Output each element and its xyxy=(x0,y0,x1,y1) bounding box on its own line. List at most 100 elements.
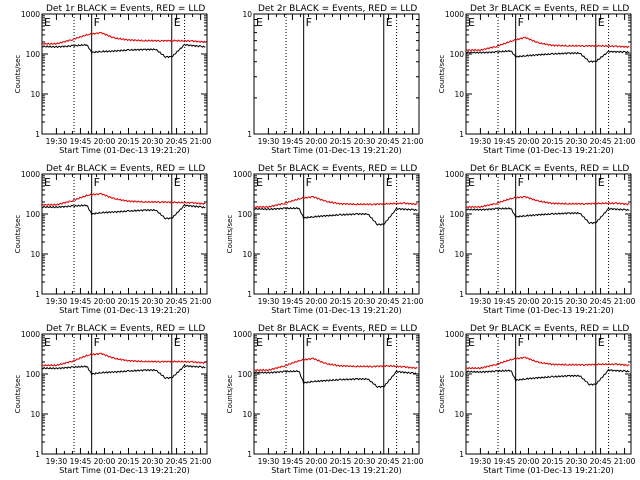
plot-frame xyxy=(253,173,420,295)
flag-label: F xyxy=(94,176,100,189)
lld-series-line xyxy=(465,36,630,52)
x-axis-label: Start Time (01-Dec-13 19:21:20) xyxy=(59,146,190,155)
y-axis-label: Counts/sec xyxy=(14,375,22,414)
y-tick-label: 1 xyxy=(459,290,464,299)
lld-series-line xyxy=(41,192,206,207)
panel-title: Det 5r BLACK = Events, RED = LLD xyxy=(258,164,417,174)
y-axis-label: Counts/sec xyxy=(226,375,234,414)
events-series-line xyxy=(253,206,418,226)
flag-label: E xyxy=(44,336,51,349)
y-axis-label: Counts/sec xyxy=(438,55,446,94)
x-tick-label: 19:45 xyxy=(70,457,92,466)
events-series-line xyxy=(41,203,206,220)
x-tick-label: 20:15 xyxy=(330,137,352,146)
x-tick-label: 20:15 xyxy=(330,297,352,306)
detector-panel: Det 3r BLACK = Events, RED = LLD 1 10 100 10… xyxy=(438,4,636,155)
y-tick-label: 10 xyxy=(242,250,252,259)
flag-label: F xyxy=(306,16,312,29)
x-axis-label: Start Time (01-Dec-13 19:21:20) xyxy=(59,306,190,315)
x-tick-label: 20:00 xyxy=(518,457,540,466)
x-tick-label: 20:45 xyxy=(378,457,400,466)
x-tick-label: 20:45 xyxy=(590,297,612,306)
y-tick-label: 1 xyxy=(247,130,252,139)
x-tick-label: 21:00 xyxy=(190,297,212,306)
lld-series-line xyxy=(41,352,206,367)
x-tick-label: 20:45 xyxy=(590,457,612,466)
x-tick-label: 20:30 xyxy=(354,297,376,306)
x-tick-label: 21:00 xyxy=(614,457,636,466)
flag-label: E xyxy=(598,16,605,29)
y-tick-label: 100 xyxy=(238,370,253,379)
x-tick-label: 21:00 xyxy=(614,137,636,146)
x-axis-label: Start Time (01-Dec-13 19:21:20) xyxy=(271,466,402,475)
flag-label: E xyxy=(44,16,51,29)
y-tick-label: 1000 xyxy=(445,330,464,339)
x-axis-label: Start Time (01-Dec-13 19:21:20) xyxy=(483,466,614,475)
y-tick-label: 10 xyxy=(30,410,40,419)
panel-title: Det 6r BLACK = Events, RED = LLD xyxy=(470,164,629,174)
x-tick-label: 19:30 xyxy=(470,137,492,146)
panel-title: Det 4r BLACK = Events, RED = LLD xyxy=(46,164,205,174)
y-tick-label: 1 xyxy=(35,290,40,299)
flag-label: E xyxy=(386,336,393,349)
x-tick-label: 21:00 xyxy=(190,457,212,466)
x-axis-label: Start Time (01-Dec-13 19:21:20) xyxy=(271,306,402,315)
y-axis-label: Counts/sec xyxy=(438,215,446,254)
y-tick-label: 1 xyxy=(459,450,464,459)
x-tick-label: 20:00 xyxy=(306,297,328,306)
events-series-line xyxy=(465,207,630,225)
x-tick-label: 19:30 xyxy=(46,297,68,306)
x-tick-label: 20:00 xyxy=(518,297,540,306)
x-tick-label: 20:45 xyxy=(166,457,188,466)
x-tick-label: 19:30 xyxy=(470,457,492,466)
flag-label: E xyxy=(174,16,181,29)
x-tick-label: 19:45 xyxy=(70,297,92,306)
plot-frame xyxy=(41,333,208,455)
x-tick-label: 19:45 xyxy=(282,457,304,466)
flag-label: E xyxy=(598,176,605,189)
lld-series-line xyxy=(465,195,630,209)
x-tick-label: 19:30 xyxy=(46,457,68,466)
x-axis-label: Start Time (01-Dec-13 19:21:20) xyxy=(483,306,614,315)
flag-label: E xyxy=(386,176,393,189)
lld-series-line xyxy=(253,195,418,209)
detector-panel: Det 8r BLACK = Events, RED = LLD 1 10 100 10… xyxy=(226,324,424,475)
y-tick-label: 100 xyxy=(26,210,41,219)
events-series-line xyxy=(41,364,206,380)
panel-title: Det 9r BLACK = Events, RED = LLD xyxy=(470,324,629,334)
flag-label: E xyxy=(256,176,263,189)
lld-series-line xyxy=(465,356,630,370)
y-tick-label: 100 xyxy=(26,370,41,379)
x-tick-label: 20:00 xyxy=(94,457,116,466)
x-tick-label: 19:30 xyxy=(46,137,68,146)
y-axis-label: Counts/sec xyxy=(438,375,446,414)
y-tick-label: 1 xyxy=(35,450,40,459)
x-axis-label: Start Time (01-Dec-13 19:21:20) xyxy=(59,466,190,475)
y-tick-label: 1000 xyxy=(445,10,464,19)
x-tick-label: 20:30 xyxy=(142,297,164,306)
detector-panel: Det 5r BLACK = Events, RED = LLD 1 10 100 10… xyxy=(226,164,424,315)
x-tick-label: 20:45 xyxy=(590,137,612,146)
x-tick-label: 20:00 xyxy=(94,297,116,306)
flag-label: E xyxy=(256,336,263,349)
x-tick-label: 20:15 xyxy=(118,137,140,146)
x-tick-label: 20:30 xyxy=(142,137,164,146)
x-tick-label: 21:00 xyxy=(402,137,424,146)
plot-frame xyxy=(465,13,632,135)
y-tick-label: 1 xyxy=(35,130,40,139)
flag-label: E xyxy=(174,176,181,189)
x-tick-label: 20:45 xyxy=(166,137,188,146)
flag-label: F xyxy=(94,336,100,349)
x-tick-label: 20:00 xyxy=(306,137,328,146)
x-tick-label: 20:15 xyxy=(118,457,140,466)
flag-label: F xyxy=(518,176,524,189)
y-tick-label: 1000 xyxy=(233,170,252,179)
lld-series-line xyxy=(253,357,418,372)
x-tick-label: 20:30 xyxy=(142,457,164,466)
flag-label: F xyxy=(518,336,524,349)
y-tick-label: 100 xyxy=(450,210,465,219)
x-tick-label: 19:45 xyxy=(494,137,516,146)
flag-label: E xyxy=(468,16,475,29)
flag-label: F xyxy=(306,336,312,349)
x-tick-label: 20:45 xyxy=(378,297,400,306)
